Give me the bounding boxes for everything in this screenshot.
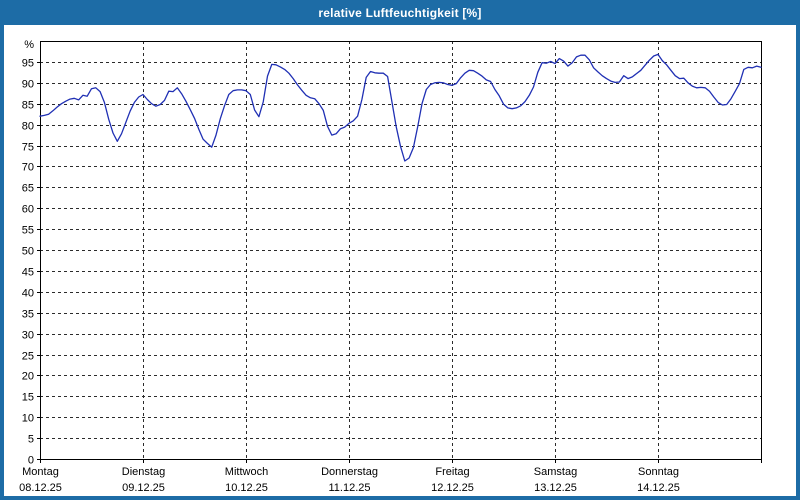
day-date-label: 13.12.25 [534, 482, 577, 494]
y-tick-label: 5 [28, 434, 34, 446]
y-tick-label: 10 [22, 413, 34, 425]
y-tick-label: 20 [22, 371, 34, 383]
day-name-label: Donnerstag [321, 466, 378, 478]
day-date-label: 14.12.25 [637, 482, 680, 494]
window-border-left [0, 25, 4, 500]
y-tick-label: 0 [28, 455, 34, 467]
y-axis-unit-label: % [24, 39, 34, 51]
y-tick-label: 40 [22, 288, 34, 300]
day-date-label: 12.12.25 [431, 482, 474, 494]
day-date-label: 10.12.25 [225, 482, 268, 494]
y-tick-label: 90 [22, 79, 34, 91]
y-tick-label: 55 [22, 225, 34, 237]
humidity-chart: 0 5 10 15 20 25 30 35 40 45 50 55 60 65 70 75 80 85 90 95% M… [19, 39, 762, 494]
day-name-label: Samstag [534, 466, 577, 478]
y-tick-label: 85 [22, 100, 34, 112]
y-tick-label: 60 [22, 204, 34, 216]
day-name-label: Freitag [435, 466, 469, 478]
day-name-label: Montag [22, 466, 59, 478]
y-tick-label: 25 [22, 351, 34, 363]
y-tick-label: 80 [22, 121, 34, 133]
day-name-label: Sonntag [638, 466, 679, 478]
y-tick-label: 50 [22, 246, 34, 258]
humidity-line [39, 53, 762, 162]
day-date-label: 09.12.25 [122, 482, 165, 494]
day-date-label: 08.12.25 [19, 482, 62, 494]
window-titlebar: relative Luftfeuchtigkeit [%] [0, 0, 800, 25]
window-title: relative Luftfeuchtigkeit [%] [318, 5, 482, 20]
chart-area: 0 5 10 15 20 25 30 35 40 45 50 55 60 65 70 75 80 85 90 95% M… [4, 25, 796, 496]
y-tick-label: 75 [22, 142, 34, 154]
y-tick-label: 30 [22, 330, 34, 342]
y-tick-label: 95 [22, 58, 34, 70]
plot-border [40, 41, 762, 460]
day-date-label: 11.12.25 [328, 482, 370, 494]
y-tick-label: 45 [22, 267, 34, 279]
window-border-bottom [0, 496, 800, 500]
window-border-right [796, 25, 800, 500]
y-tick-label: 15 [22, 392, 34, 404]
y-tick-label: 35 [22, 309, 34, 321]
y-tick-label: 65 [22, 183, 34, 195]
day-name-label: Mittwoch [225, 466, 268, 478]
y-tick-label: 70 [22, 162, 34, 174]
day-name-label: Dienstag [122, 466, 165, 478]
